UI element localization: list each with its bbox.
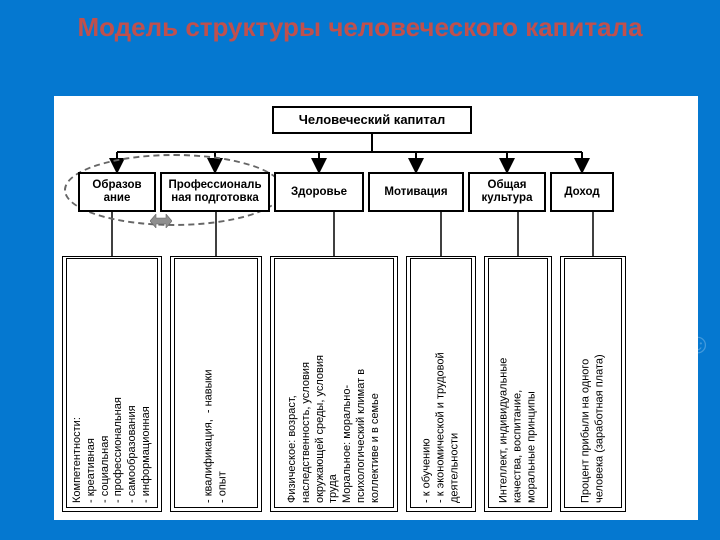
- node-motivation: Мотивация: [368, 172, 464, 212]
- leaf-text: Компетентности: - креативная - социальна…: [71, 263, 154, 503]
- leaf-text: Физическое: возраст, наследственность, у…: [286, 263, 382, 503]
- leaf-text: - к обучению - к экономической и трудово…: [420, 263, 461, 503]
- leaf-text: Интеллект, индивидуальные качества, восп…: [497, 263, 538, 503]
- node-culture: Общая культура: [468, 172, 546, 212]
- leaf-income-details: Процент прибыли на одного человека (зара…: [564, 258, 622, 508]
- leaf-health-details: Физическое: возраст, наследственность, у…: [274, 258, 394, 508]
- node-health: Здоровье: [274, 172, 364, 212]
- node-income: Доход: [550, 172, 614, 212]
- watermark-icon: ☺: [683, 328, 712, 360]
- node-education: Образов ание: [78, 172, 156, 212]
- leaf-text: Процент прибыли на одного человека (зара…: [579, 263, 607, 503]
- slide-title: Модель структуры человеческого капитала: [0, 0, 720, 51]
- root-node: Человеческий капитал: [272, 106, 472, 134]
- slide: Модель структуры человеческого капитала: [0, 0, 720, 540]
- leaf-qualification: - квалификация, - навыки - опыт: [174, 258, 258, 508]
- leaf-motivation-details: - к обучению - к экономической и трудово…: [410, 258, 472, 508]
- leaf-text: - квалификация, - навыки - опыт: [202, 263, 230, 503]
- leaf-competencies: Компетентности: - креативная - социальна…: [66, 258, 158, 508]
- leaf-intellect: Интеллект, индивидуальные качества, восп…: [488, 258, 548, 508]
- diagram-area: Человеческий капитал Образов ание Профес…: [54, 96, 698, 520]
- bidirectional-arrow-icon: [150, 214, 172, 228]
- node-professional-training: Профессиональ ная подготовка: [160, 172, 270, 212]
